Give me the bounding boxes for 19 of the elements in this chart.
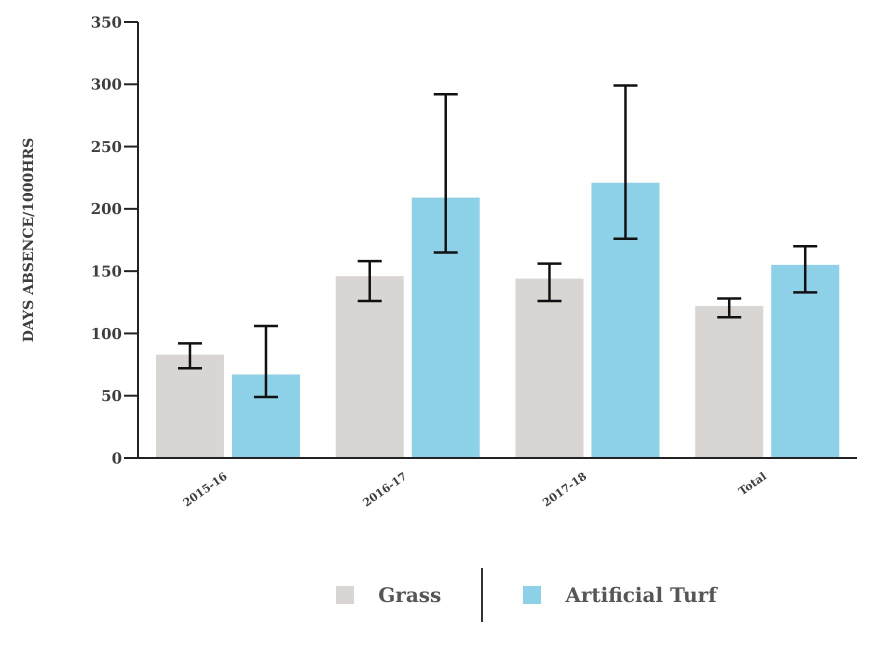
bar	[336, 276, 404, 458]
y-tick-label: 250	[90, 138, 122, 156]
bar	[412, 198, 480, 458]
y-tick-label: 200	[90, 200, 122, 218]
bar	[156, 354, 224, 458]
legend-label: Grass	[378, 583, 442, 607]
bar	[515, 278, 584, 458]
legend-label: Artificial Turf	[565, 583, 717, 607]
bar	[232, 374, 300, 458]
y-tick-label: 50	[101, 387, 122, 406]
y-tick-label: 300	[90, 76, 122, 94]
y-axis-title: DAYS ABSENCE/1000HRS	[20, 138, 37, 342]
bar	[695, 306, 764, 458]
y-tick-label: 350	[90, 13, 122, 32]
bar	[591, 182, 660, 458]
bar	[771, 264, 840, 458]
y-tick-label: 100	[90, 324, 122, 343]
y-tick-label: 150	[90, 262, 122, 280]
y-tick-label: 0	[112, 449, 122, 468]
